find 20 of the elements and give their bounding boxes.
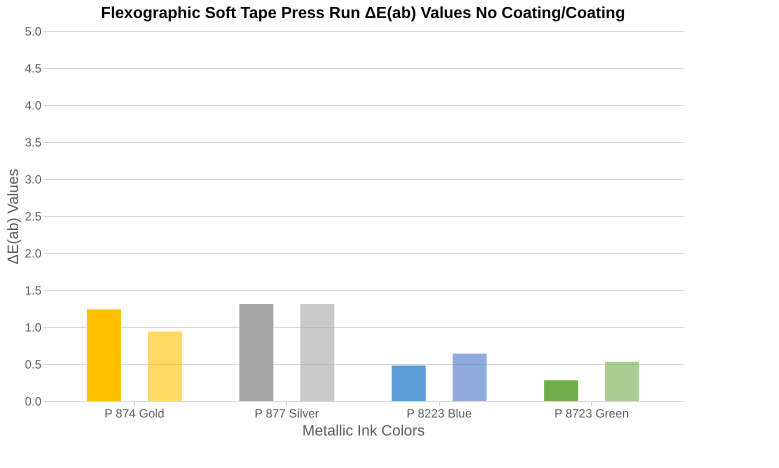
y-tick-label: 1.5 — [24, 284, 42, 298]
y-axis-title: ΔE(ab) Values — [4, 168, 22, 264]
chart-title: Flexographic Soft Tape Press Run ΔE(ab) Values No Coating/Coating — [100, 5, 626, 22]
y-tick-label: 3.0 — [24, 172, 42, 186]
bar — [452, 354, 487, 401]
y-tick-label: 1.0 — [24, 320, 42, 334]
y-tick-label: 0.0 — [24, 394, 42, 408]
x-axis-title: Metallic Ink Colors — [302, 422, 425, 440]
y-tick-label: 4.0 — [24, 98, 42, 112]
y-tick-label: 0.5 — [24, 358, 42, 372]
x-tick-label: P 874 Gold — [104, 406, 164, 420]
y-tick-label: 3.5 — [24, 136, 42, 150]
x-tick-label: P 877 Silver — [254, 406, 320, 420]
x-tick-label: P 8223 Blue — [406, 406, 472, 420]
bar — [392, 365, 426, 401]
y-tick-label: 5.0 — [24, 24, 42, 38]
y-tick-label: 2.0 — [24, 246, 42, 260]
y-tick-label: 2.5 — [24, 210, 42, 224]
y-tick-label: 4.5 — [24, 62, 42, 76]
x-tick-label: P 8723 Green — [554, 406, 629, 420]
